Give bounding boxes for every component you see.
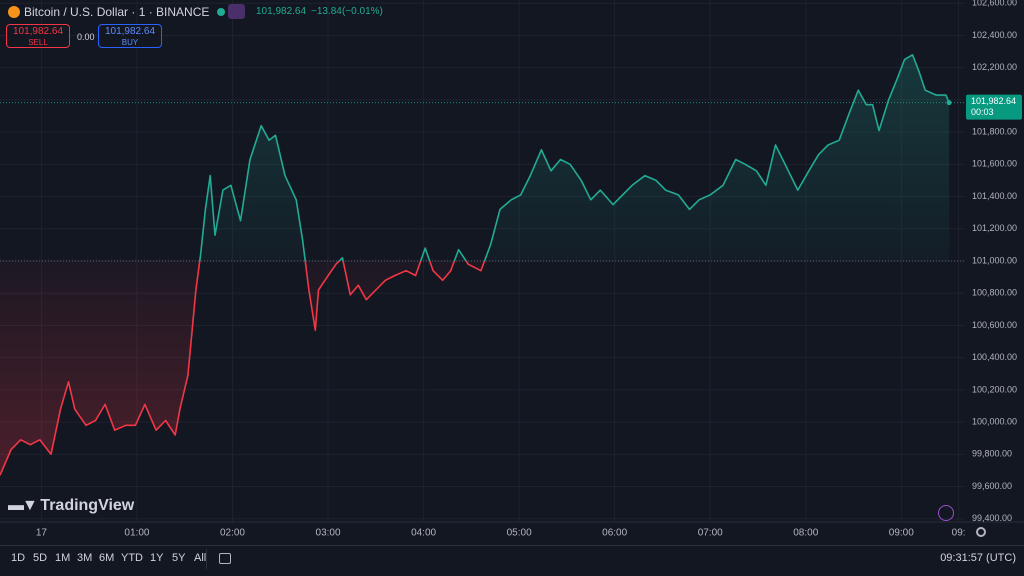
y-tick-label: 100,600.00: [972, 320, 1017, 330]
area: [0, 54, 950, 476]
change-percent: (−0.01%): [342, 6, 383, 17]
y-tick-label: 99,600.00: [972, 481, 1012, 491]
y-tick-label: 101,800.00: [972, 126, 1017, 136]
logo: ▬▼ TradingView: [8, 497, 134, 515]
x-tick-label: 06:00: [602, 528, 627, 539]
range-button[interactable]: 5Y: [172, 552, 186, 564]
logo-mark: ▬▼: [8, 497, 38, 514]
goto-date-icon[interactable]: [219, 553, 231, 564]
toolbar-divider: [206, 549, 207, 569]
x-tick-label: 02:00: [220, 528, 245, 539]
buy-label: BUY: [121, 38, 139, 47]
x-tick-label: 08:00: [793, 528, 818, 539]
x-tick-label: 04:00: [411, 528, 436, 539]
range-button[interactable]: 1D: [11, 552, 26, 564]
last-point: [946, 100, 952, 106]
sell-price: 101,982.64: [12, 26, 64, 37]
price: 101,982.64: [256, 6, 307, 17]
toolbar-border: [0, 545, 1024, 546]
clock: 09:31:57 (UTC): [940, 552, 1016, 564]
sell-label: SELL: [28, 38, 48, 47]
x-tick-label: 07:00: [698, 528, 723, 539]
y-tick-label: 99,800.00: [972, 449, 1012, 459]
y-tick-label: 100,400.00: [972, 352, 1017, 362]
price-line: [0, 54, 950, 476]
y-tick-label: 100,200.00: [972, 384, 1017, 394]
buy-price: 101,982.64: [104, 26, 156, 37]
indicator-icon[interactable]: [228, 4, 245, 19]
price-axis: [965, 0, 1024, 545]
x-tick-label: 17: [36, 528, 48, 539]
assistant-icon[interactable]: [938, 505, 954, 521]
y-tick-label: 101,000.00: [972, 255, 1017, 265]
settings-icon[interactable]: [976, 527, 986, 537]
chart: 99,400.00 99,600.00 99,800.00 100,000.00 100…: [0, 0, 1024, 545]
x-tick-label: 01:00: [124, 528, 149, 539]
range-button[interactable]: 1Y: [150, 552, 164, 564]
spread: 0.00: [77, 32, 95, 42]
coin-icon: [8, 6, 20, 18]
y-tick-label: 99,400.00: [972, 513, 1012, 523]
y-tick-label: 102,400.00: [972, 30, 1017, 40]
y-tick-label: 102,600.00: [972, 0, 1017, 8]
range-button[interactable]: 5D: [33, 552, 48, 564]
range-button[interactable]: 1M: [55, 552, 71, 564]
countdown: 00:03: [971, 107, 994, 117]
y-tick-label: 101,200.00: [972, 223, 1017, 233]
x-tick-label: 09:00: [889, 528, 914, 539]
symbol-title[interactable]: Bitcoin / U.S. Dollar · 1 · BINANCE: [24, 5, 210, 19]
buy-button[interactable]: 101,982.64 BUY: [98, 24, 162, 48]
y-tick-label: 101,400.00: [972, 191, 1017, 201]
range-button[interactable]: YTD: [121, 552, 143, 564]
y-tick-label: 102,200.00: [972, 62, 1017, 72]
y-tick-label: 100,000.00: [972, 416, 1017, 426]
last-price-badge: [966, 94, 1022, 120]
x-tick-label: 05:00: [507, 528, 532, 539]
sell-button[interactable]: 101,982.64 SELL: [6, 24, 70, 48]
range-button[interactable]: All: [194, 552, 207, 564]
last-price-label: 101,982.64: [971, 96, 1016, 106]
x-tick-label: 09:: [952, 528, 966, 539]
status-dot: [217, 8, 225, 16]
y-tick-label: 101,600.00: [972, 159, 1017, 169]
range-button[interactable]: 3M: [77, 552, 93, 564]
change: −13.84: [311, 6, 342, 17]
logo-text: TradingView: [40, 497, 135, 514]
y-tick-label: 100,800.00: [972, 288, 1017, 298]
range-button[interactable]: 6M: [99, 552, 115, 564]
x-tick-label: 03:00: [316, 528, 341, 539]
